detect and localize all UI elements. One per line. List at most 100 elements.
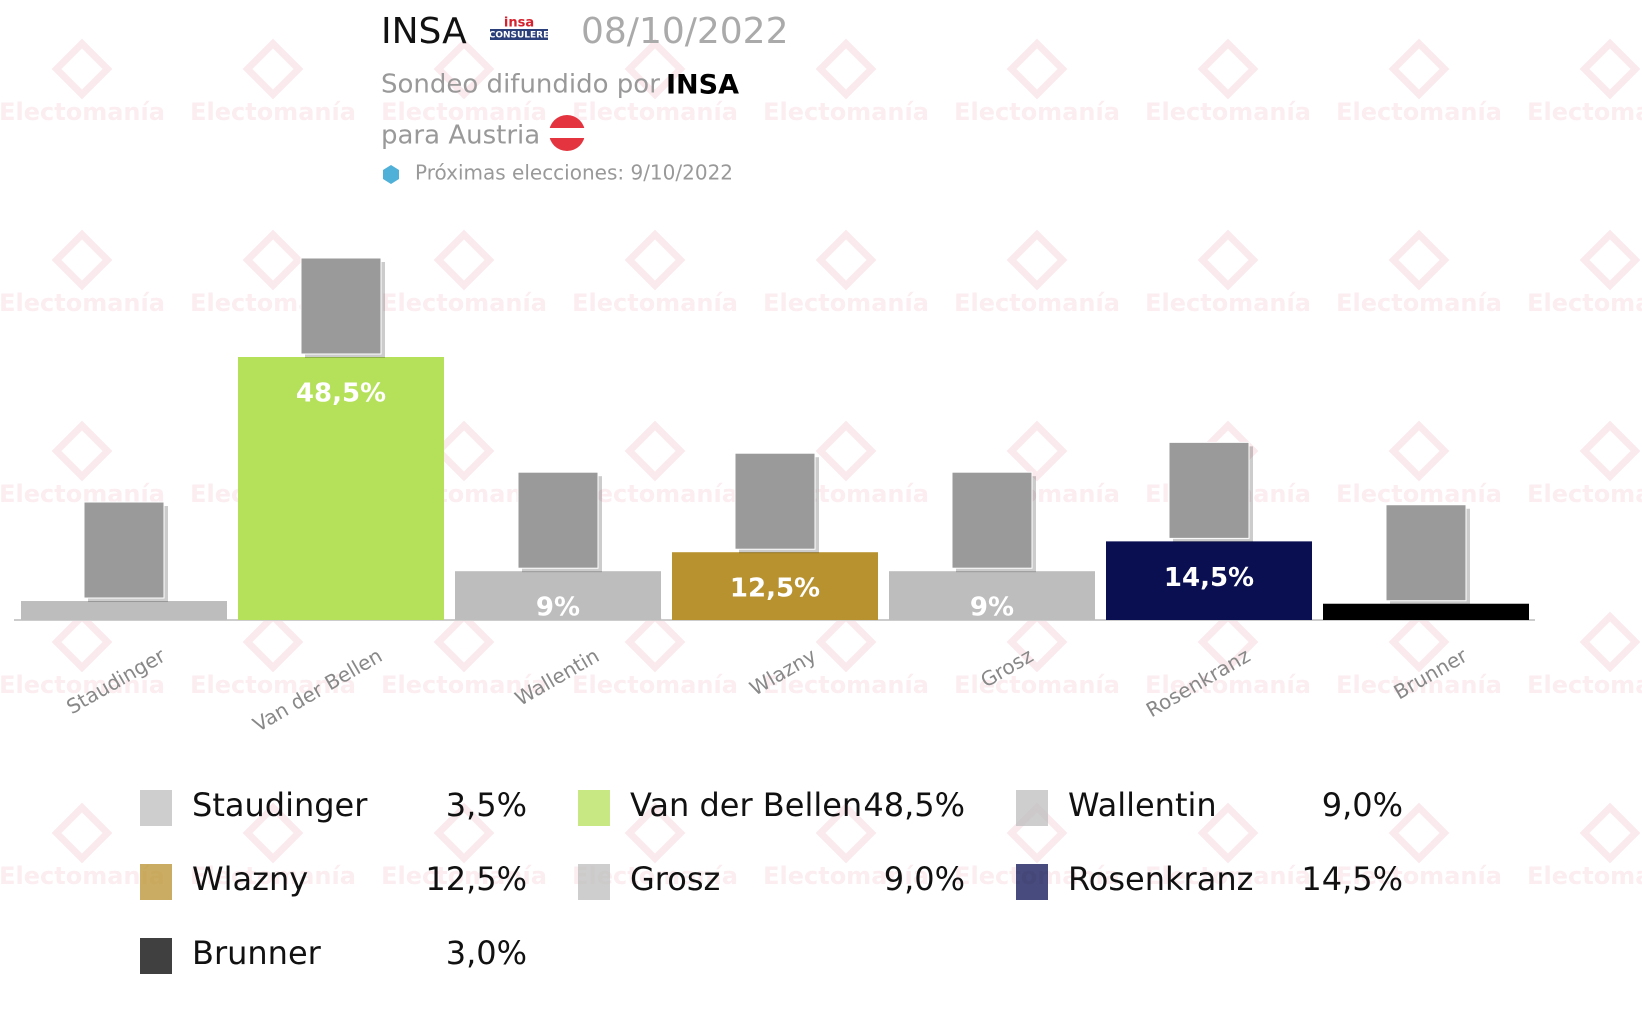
legend-label: Grosz xyxy=(630,860,720,898)
legend-swatch xyxy=(140,790,172,826)
bar xyxy=(238,357,444,620)
watermark-text: Electomanía xyxy=(1527,289,1642,317)
bar xyxy=(672,552,878,620)
watermark-logo xyxy=(51,38,113,100)
watermark-text: Electomanía xyxy=(572,480,738,508)
value-label: 12,5% xyxy=(730,574,820,604)
watermark-text: Electomanía xyxy=(1336,671,1502,699)
legend-value: 3,5% xyxy=(446,786,527,824)
logo-band xyxy=(490,29,548,40)
legend-label: Wlazny xyxy=(192,860,308,898)
chart-title: INSA xyxy=(381,11,467,52)
watermark-text: Electomanía xyxy=(1527,671,1642,699)
watermark-logo xyxy=(815,420,877,482)
watermark-text: Electomanía xyxy=(381,98,547,126)
watermark-logo xyxy=(1388,420,1450,482)
photo xyxy=(83,501,165,599)
value-label: 48,5% xyxy=(296,379,386,409)
bar xyxy=(21,601,227,620)
watermark-text: Electomanía xyxy=(572,671,738,699)
watermark-text: Electomanía xyxy=(1527,480,1642,508)
watermark-text: Electomanía xyxy=(572,98,738,126)
watermark-logo xyxy=(242,229,304,291)
watermark-text: Electomanía xyxy=(954,671,1120,699)
watermark-logo xyxy=(815,802,877,864)
watermark-logo xyxy=(1006,420,1068,482)
value-label: 9% xyxy=(970,593,1014,623)
legend-label: Rosenkranz xyxy=(1068,860,1253,898)
watermark-text: Electomanía xyxy=(1336,98,1502,126)
watermark-logo xyxy=(1388,611,1450,673)
watermark-logo xyxy=(433,38,495,100)
watermark-logo xyxy=(1579,802,1641,864)
watermark-logo xyxy=(242,802,304,864)
legend-swatch xyxy=(578,864,610,900)
watermark-logo xyxy=(433,229,495,291)
legend-swatch xyxy=(1016,864,1048,900)
watermark-text: Electomanía xyxy=(1145,98,1311,126)
legend-swatch xyxy=(1016,790,1048,826)
watermark-logo xyxy=(51,229,113,291)
watermark-logo xyxy=(624,420,686,482)
legend-label: Brunner xyxy=(192,934,322,972)
watermark-text: Electomanía xyxy=(1145,289,1311,317)
watermark-text: Electomanía xyxy=(190,98,356,126)
watermark-logo xyxy=(1579,38,1641,100)
watermark-logo xyxy=(624,611,686,673)
watermark-text: Electomanía xyxy=(572,289,738,317)
watermark-logo xyxy=(1579,229,1641,291)
watermark-logo xyxy=(51,802,113,864)
legend-label: Wallentin xyxy=(1068,786,1217,824)
bar xyxy=(455,571,661,620)
value-label: 9% xyxy=(536,593,580,623)
watermark-text: Electomanía xyxy=(763,671,929,699)
watermark-text: Electomanía xyxy=(1336,480,1502,508)
watermark-text: Electomanía xyxy=(1527,862,1642,890)
watermark-text: Electomanía xyxy=(763,98,929,126)
watermark-logo xyxy=(51,420,113,482)
photo xyxy=(517,471,599,569)
watermark-logo xyxy=(433,420,495,482)
legend-value: 48,5% xyxy=(863,786,965,824)
watermark-logo xyxy=(1579,611,1641,673)
photo xyxy=(300,257,382,355)
bar xyxy=(1106,541,1312,620)
legend-value: 14,5% xyxy=(1301,860,1403,898)
watermark-text: Electomanía xyxy=(190,671,356,699)
logo-bottom: CONSULERE xyxy=(489,31,550,41)
watermark-text: Electomanía xyxy=(1336,289,1502,317)
watermark-logo xyxy=(1006,229,1068,291)
flag-stripe xyxy=(549,128,585,138)
source: INSA xyxy=(666,70,739,101)
photo xyxy=(1385,504,1467,602)
watermark-text: Electomanía xyxy=(381,862,547,890)
watermark-text: Electomanía xyxy=(954,289,1120,317)
photo xyxy=(1168,441,1250,539)
watermark-logo xyxy=(1197,229,1259,291)
watermark-logo xyxy=(1006,38,1068,100)
date: 08/10/2022 xyxy=(581,11,789,52)
legend-label: Staudinger xyxy=(192,786,368,824)
watermark-logo xyxy=(242,611,304,673)
watermark-logo xyxy=(433,802,495,864)
watermark-logo xyxy=(1006,611,1068,673)
watermark-text: Electomanía xyxy=(0,98,165,126)
watermark-text: Electomanía xyxy=(1145,671,1311,699)
photo xyxy=(734,452,816,550)
watermark-logo xyxy=(1579,420,1641,482)
watermark-text: Electomanía xyxy=(954,98,1120,126)
watermark-logo xyxy=(624,229,686,291)
legend-label: Van der Bellen xyxy=(630,786,862,824)
logo-top: insa xyxy=(504,16,534,31)
watermark-text: Electomanía xyxy=(0,289,165,317)
watermark-logo xyxy=(815,38,877,100)
watermark-text: Electomanía xyxy=(763,862,929,890)
legend-value: 3,0% xyxy=(446,934,527,972)
watermark-text: Electomanía xyxy=(0,671,165,699)
watermark-text: Electomanía xyxy=(381,289,547,317)
legend-value: 12,5% xyxy=(425,860,527,898)
region: para Austria xyxy=(381,121,540,151)
ballot-icon xyxy=(383,165,399,184)
watermark-logo xyxy=(433,611,495,673)
